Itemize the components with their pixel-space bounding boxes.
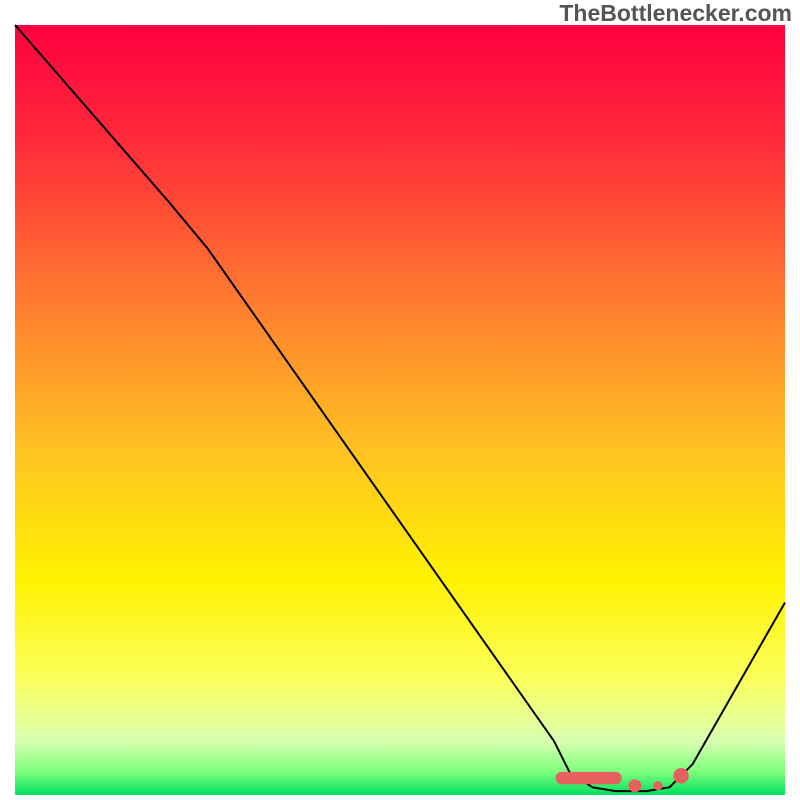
plot-background — [15, 25, 785, 795]
bottleneck-chart: TheBottlenecker.com — [0, 0, 800, 800]
watermark-text: TheBottlenecker.com — [559, 0, 792, 27]
chart-svg — [0, 0, 800, 800]
